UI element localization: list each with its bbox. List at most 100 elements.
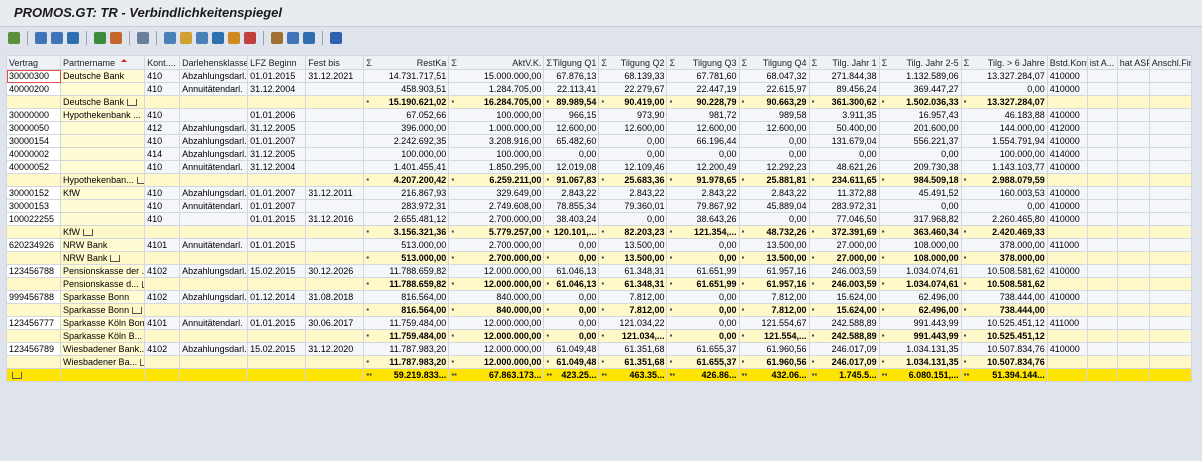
cell: Pensionskasse der ... xyxy=(60,264,146,278)
column-header[interactable]: Σ Tilg. > 6 Jahre xyxy=(960,55,1048,70)
cell: 30000152 xyxy=(5,186,62,200)
tool-icon[interactable] xyxy=(180,32,192,44)
tool-icon[interactable] xyxy=(164,32,176,44)
subtotal-row: KfW 3.156.321,365.779.257,00120.101,...82… xyxy=(5,225,1193,239)
cell xyxy=(1116,238,1150,252)
cell: 91.067,83 xyxy=(543,173,600,187)
cell: 31.08.2018 xyxy=(305,290,365,304)
cell xyxy=(305,368,365,382)
column-header[interactable]: Σ RestKa xyxy=(363,55,450,70)
cell: 12.019,08 xyxy=(543,160,600,174)
cell: 216.867,93 xyxy=(363,186,450,200)
cell: 0,00 xyxy=(543,316,600,330)
cell xyxy=(179,95,249,109)
cell xyxy=(305,303,365,317)
cell xyxy=(1046,95,1088,109)
cell: 50.400,00 xyxy=(808,121,880,135)
separator xyxy=(27,31,28,45)
cell: 620234926 xyxy=(5,238,62,252)
cell: 1.143.103,77 xyxy=(960,160,1048,174)
cell: 30000153 xyxy=(5,199,62,213)
cell: 283.972,31 xyxy=(808,199,880,213)
cell xyxy=(305,82,365,96)
cell: 6.080.151,... xyxy=(878,368,962,382)
column-header[interactable]: ist A... xyxy=(1086,55,1118,70)
cell: Annuitätendarl. xyxy=(179,316,249,330)
cell: 89.456,24 xyxy=(808,82,880,96)
header-row: Vertrag Partnername Kont.... Darlehensklass… xyxy=(5,55,1193,70)
tool-icon[interactable] xyxy=(137,32,149,44)
tool-icon[interactable] xyxy=(330,32,342,44)
tool-icon[interactable] xyxy=(94,32,106,44)
cell xyxy=(1086,329,1118,343)
cell xyxy=(144,329,181,343)
cell: Sparkasse Bonn xyxy=(60,303,146,317)
cell: 12.000.000,00 xyxy=(448,316,545,330)
tool-icon[interactable] xyxy=(8,32,20,44)
column-header[interactable]: Anschl.Fin xyxy=(1148,55,1193,70)
tool-icon[interactable] xyxy=(35,32,47,44)
column-header[interactable]: Σ Tilgung Q3 xyxy=(666,55,740,70)
cell: 12.600,00 xyxy=(738,121,810,135)
cell: 11.759.484,00 xyxy=(363,329,450,343)
tool-icon[interactable] xyxy=(244,32,256,44)
cell: 840.000,00 xyxy=(448,290,545,304)
cell: 12.000.000,00 xyxy=(448,329,545,343)
cell: 10.507.834,76 xyxy=(960,342,1048,356)
cell xyxy=(1116,134,1150,148)
column-header[interactable]: Σ Tilgung Q4 xyxy=(738,55,810,70)
tool-icon[interactable] xyxy=(196,32,208,44)
tool-icon[interactable] xyxy=(212,32,224,44)
cell: 121.354,... xyxy=(666,225,740,239)
item-row: 30000000 Hypothekenbank ... 410 01.01.2006 6… xyxy=(5,108,1193,122)
column-header[interactable]: Σ AktV.K. xyxy=(448,55,545,70)
cell: 5.779.257,00 xyxy=(448,225,545,239)
cell: 68.139,33 xyxy=(598,69,668,83)
cell: 246.003,59 xyxy=(808,264,880,278)
header-label: ist A... xyxy=(1089,57,1115,68)
tool-icon[interactable] xyxy=(67,32,79,44)
cell: 0,00 xyxy=(543,251,600,265)
tool-icon[interactable] xyxy=(51,32,63,44)
cell xyxy=(60,160,146,174)
column-header[interactable]: Σ Tilgung Q2 xyxy=(598,55,668,70)
column-header[interactable]: Vertrag xyxy=(5,55,62,70)
cell: 61.960,56 xyxy=(738,342,810,356)
column-header[interactable]: Fest bis xyxy=(305,55,365,70)
tool-icon[interactable] xyxy=(228,32,240,44)
column-header[interactable]: LFZ Beginn xyxy=(247,55,307,70)
cell: 61.655,37 xyxy=(666,355,740,369)
column-header[interactable]: Kont.... xyxy=(144,55,181,70)
header-label: Vertrag xyxy=(9,57,39,68)
cell: 4101 xyxy=(144,238,181,252)
tool-icon[interactable] xyxy=(110,32,122,44)
subtotal-row: Sparkasse Köln B... 11.759.484,0012.000.0… xyxy=(5,329,1193,343)
cell: 7.812,00 xyxy=(738,303,810,317)
cell xyxy=(5,277,62,291)
cell xyxy=(1148,238,1193,252)
cell: 38.403,24 xyxy=(543,212,600,226)
cell xyxy=(305,95,365,109)
cell: 12.109,46 xyxy=(598,160,668,174)
cell: 246.017,09 xyxy=(808,342,880,356)
cell xyxy=(1116,147,1150,161)
cell: 1.034.131,35 xyxy=(878,342,962,356)
column-header[interactable]: Darlehensklasse xyxy=(179,55,249,70)
cell: 4102 xyxy=(144,342,181,356)
column-header[interactable]: Bstd.Kont xyxy=(1046,55,1088,70)
cell: 410000 xyxy=(1046,264,1088,278)
tool-icon[interactable] xyxy=(303,32,315,44)
cell: 410 xyxy=(144,160,181,174)
tool-icon[interactable] xyxy=(271,32,283,44)
tool-icon[interactable] xyxy=(287,32,299,44)
column-header[interactable]: Σ Tilg. Jahr 2-5 xyxy=(878,55,962,70)
cell: 361.300,62 xyxy=(808,95,880,109)
column-header[interactable]: hat ASF xyxy=(1116,55,1150,70)
column-header[interactable]: Σ Tilg. Jahr 1 xyxy=(808,55,880,70)
cell xyxy=(179,303,249,317)
column-header[interactable]: Partnername xyxy=(60,55,146,70)
cell xyxy=(1148,251,1193,265)
item-row: 100022255 410 01.01.2015 31.12.2016 2.655.48… xyxy=(5,212,1193,226)
column-header[interactable]: Σ Tilgung Q1 xyxy=(543,55,600,70)
